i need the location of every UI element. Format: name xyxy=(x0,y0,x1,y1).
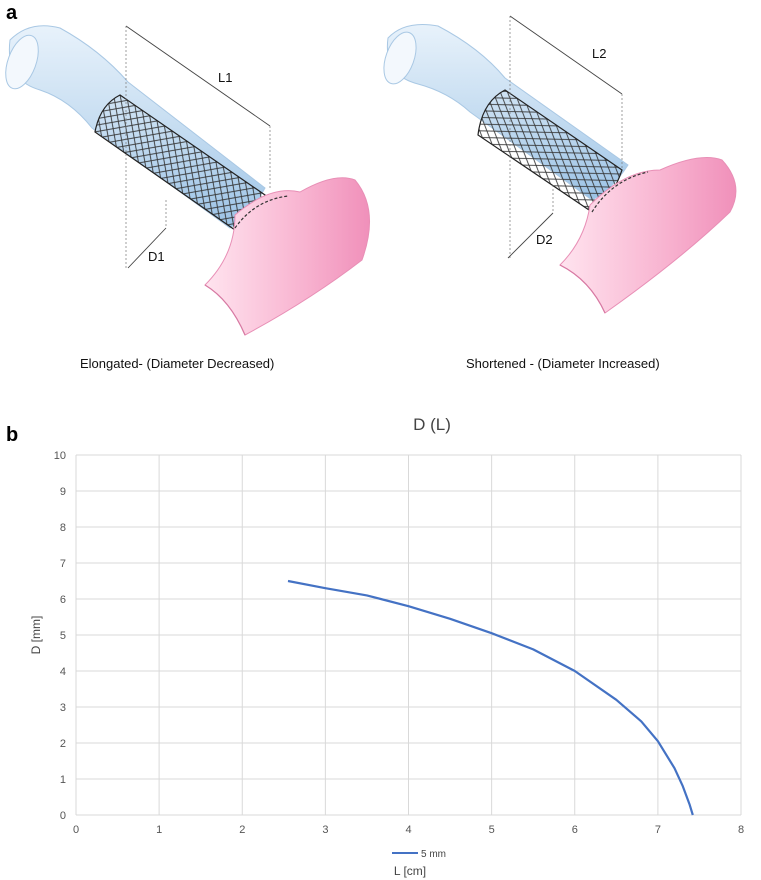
x-axis-label: L [cm] xyxy=(394,864,426,878)
x-tick-label: 5 xyxy=(489,824,495,836)
left-length-label: L1 xyxy=(218,70,232,85)
y-tick-label: 0 xyxy=(60,810,66,822)
right-stent-diagram: L2 D2 xyxy=(383,15,737,314)
x-tick-label: 3 xyxy=(322,824,328,836)
y-tick-label: 2 xyxy=(60,738,66,750)
legend-label: 5 mm xyxy=(421,849,446,860)
panel-a-letter: a xyxy=(6,2,18,24)
panel-b-letter: b xyxy=(6,424,19,446)
left-stent-mesh xyxy=(94,94,266,231)
chart-series xyxy=(287,579,694,816)
left-stent-diagram: L1 D1 xyxy=(5,25,371,336)
line-chart: D (L) 0 1 2 3 4 5 6 7 8 0 1 2 3 4 5 6 7 8 9 10 D [mm] L [cm… xyxy=(29,415,744,878)
y-tick-label: 9 xyxy=(60,486,66,498)
right-caption: Shortened - (Diameter Increased) xyxy=(466,356,660,371)
y-tick-label: 7 xyxy=(60,558,66,570)
x-tick-label: 0 xyxy=(73,824,79,836)
right-length-label: L2 xyxy=(592,46,606,61)
chart-legend: 5 mm xyxy=(392,849,446,860)
y-tick-label: 10 xyxy=(54,450,66,462)
x-tick-label: 6 xyxy=(572,824,578,836)
stent-diagram: L1 D1 L2 D2 xyxy=(5,15,737,336)
chart-grid xyxy=(75,454,742,816)
y-tick-label: 6 xyxy=(60,594,66,606)
y-tick-label: 3 xyxy=(60,702,66,714)
y-tick-label: 1 xyxy=(60,774,66,786)
series-line xyxy=(287,579,694,816)
x-tick-label: 7 xyxy=(655,824,661,836)
chart-title: D (L) xyxy=(413,415,451,434)
x-tick-label: 8 xyxy=(738,824,744,836)
left-caption: Elongated- (Diameter Decreased) xyxy=(80,356,275,371)
y-tick-label: 4 xyxy=(60,666,66,678)
x-tick-label: 1 xyxy=(156,824,162,836)
left-diameter-label: D1 xyxy=(148,249,165,264)
y-tick-label: 5 xyxy=(60,630,66,642)
y-axis-label: D [mm] xyxy=(29,616,43,655)
x-tick-label: 2 xyxy=(239,824,245,836)
right-diameter-label: D2 xyxy=(536,232,553,247)
chart-ticks: 0 1 2 3 4 5 6 7 8 0 1 2 3 4 5 6 7 8 9 10 xyxy=(54,450,744,836)
x-tick-label: 4 xyxy=(405,824,411,836)
y-tick-label: 8 xyxy=(60,522,66,534)
